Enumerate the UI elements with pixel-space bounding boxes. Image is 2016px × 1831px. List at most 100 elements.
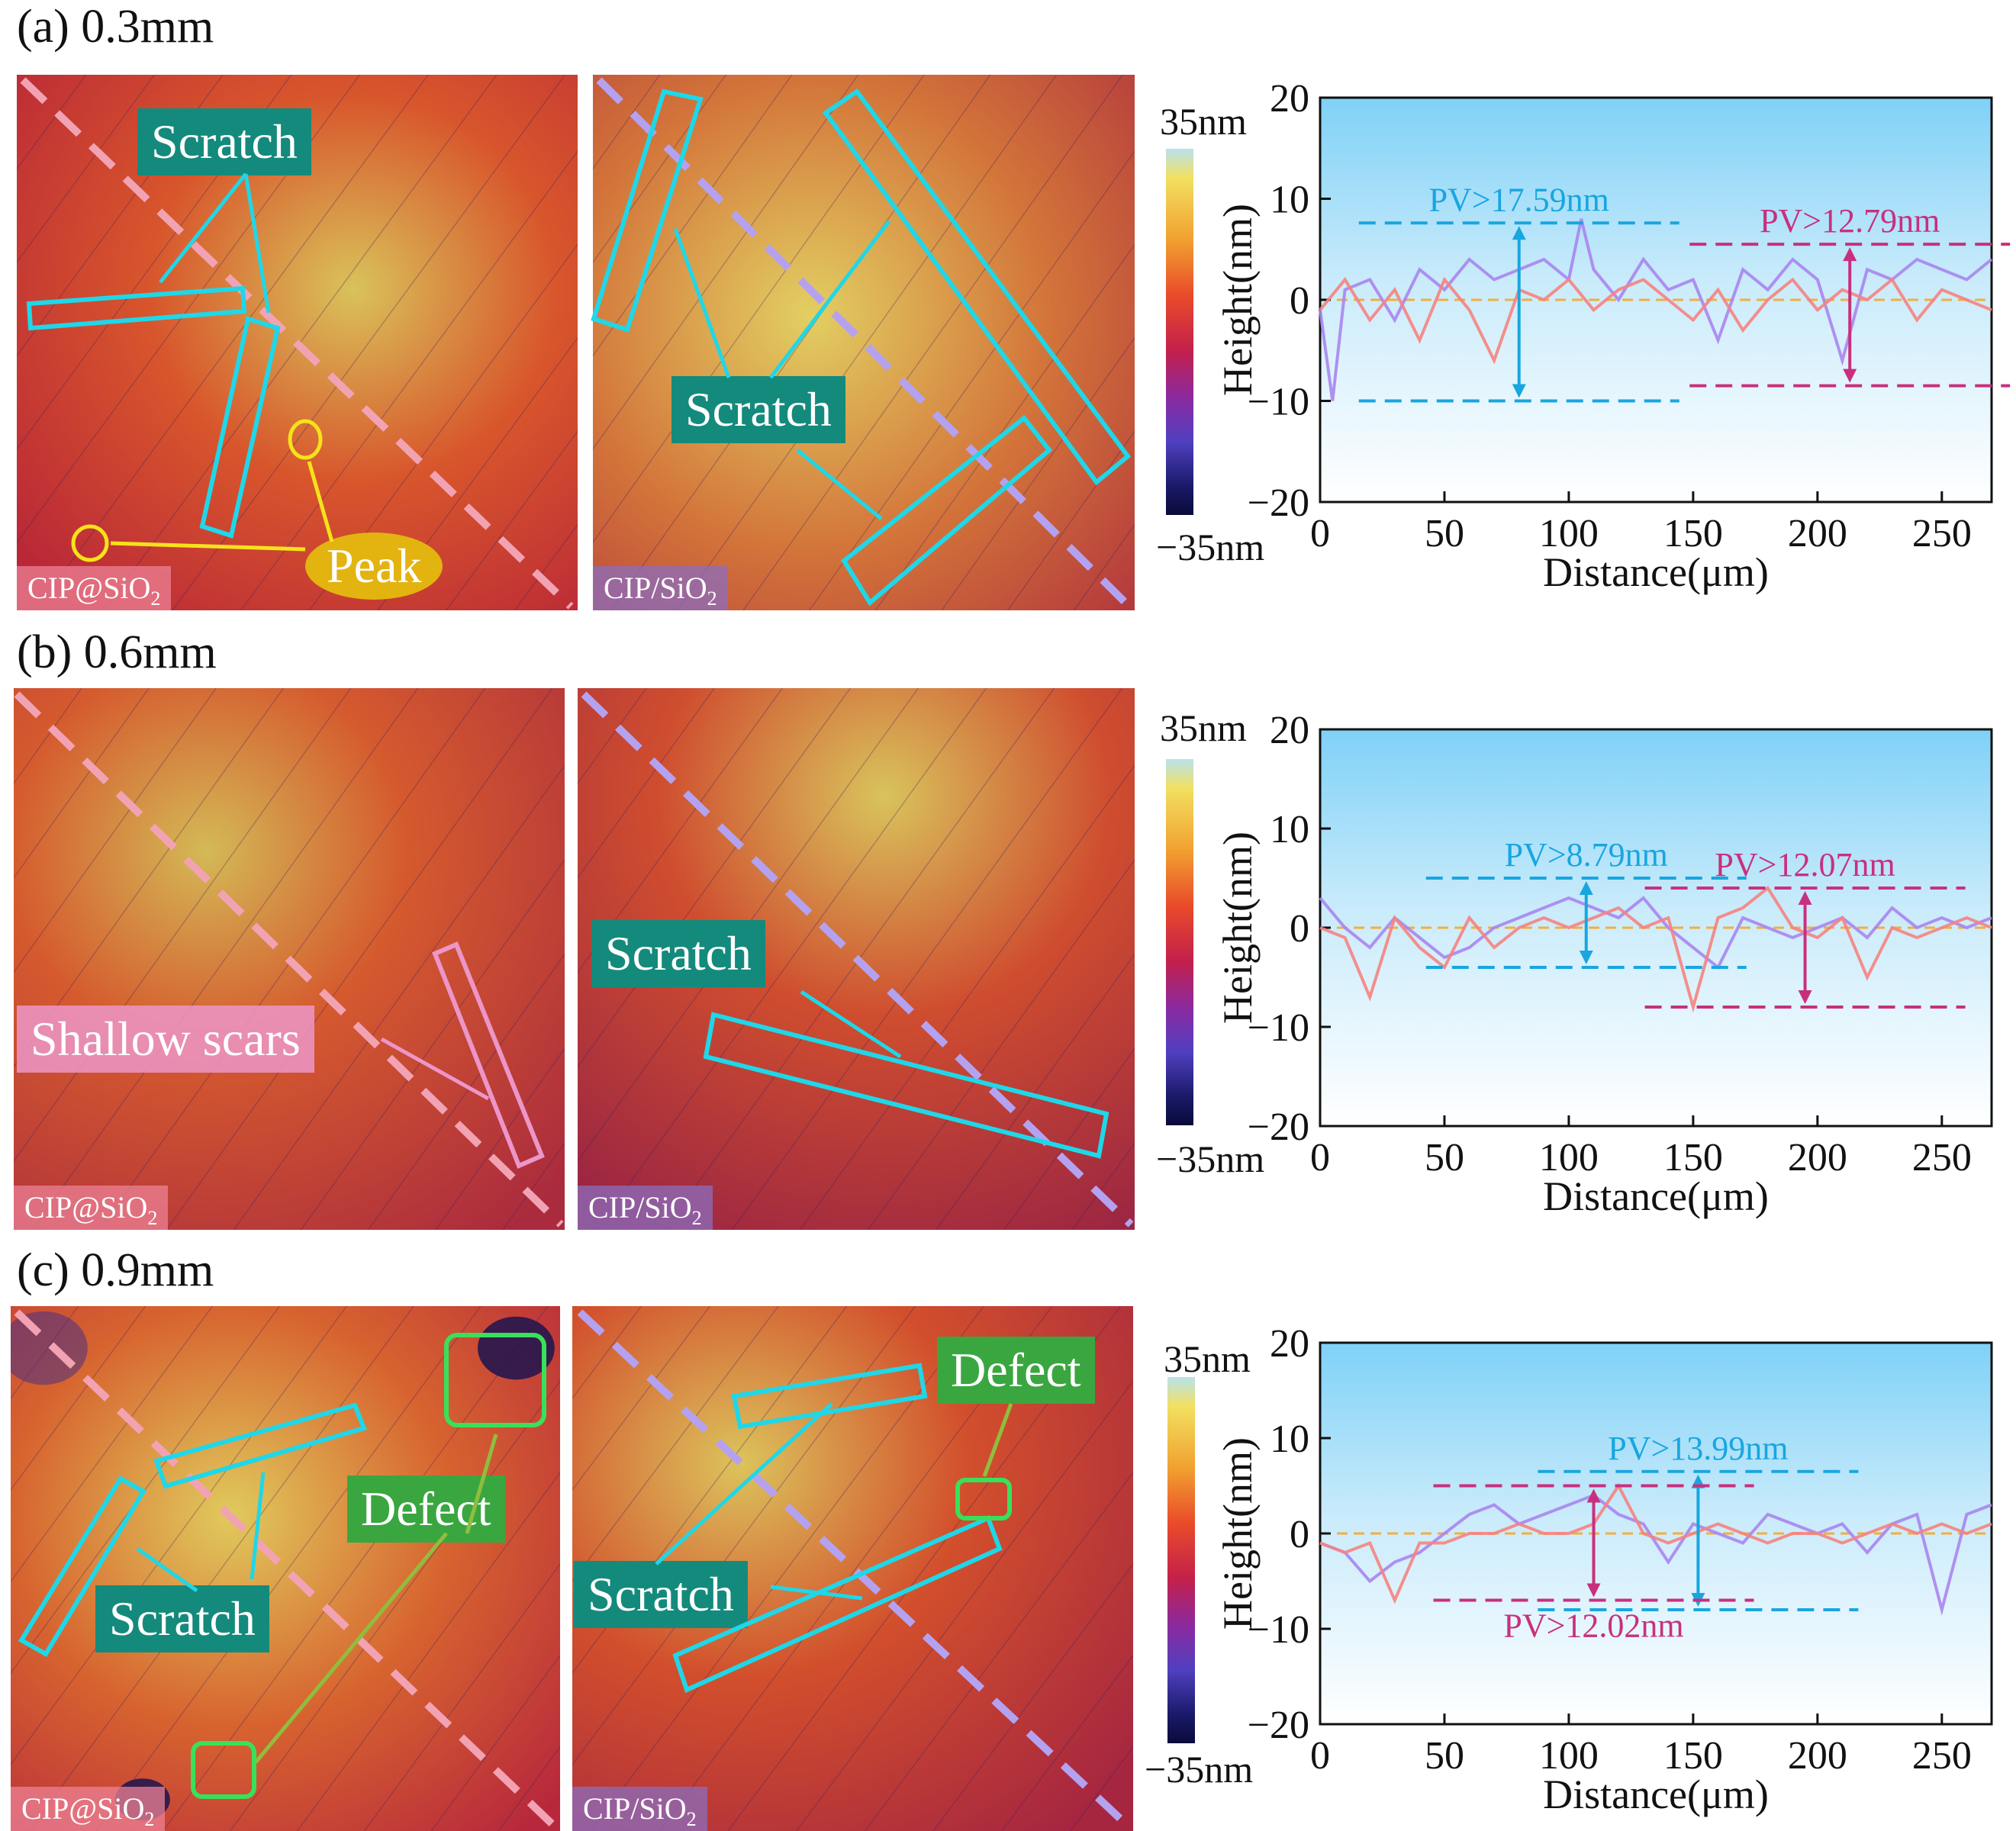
pv-label: PV>12.02nm [1503, 1607, 1683, 1645]
y-tick-label: 10 [1270, 179, 1309, 222]
series-line-cipsio2 [1319, 896, 1992, 970]
sample-tag-cip-at-sio2: CIP@SiO2 [11, 1787, 166, 1831]
x-axis-label: Distance(μm) [1543, 1173, 1769, 1219]
y-tick-label: 20 [1270, 709, 1309, 752]
x-tick-label: 0 [1310, 512, 1330, 555]
y-tick-label: 20 [1270, 77, 1309, 121]
pv-label: PV>12.07nm [1715, 846, 1895, 883]
y-axis-label: Height(nm) [1215, 204, 1261, 396]
panel-b-title: (b) 0.6mm [17, 626, 217, 678]
pv-arrowhead [1586, 1488, 1601, 1503]
panel-c-title: (c) 0.9mm [17, 1244, 214, 1296]
pv-arrowhead [1579, 881, 1593, 895]
pv-arrowhead [1579, 951, 1593, 964]
height-profile-chart-c: 20 10 0 −10 −20 0 50 100 150 200 250 Distance(μm) He… [1206, 1312, 2016, 1831]
sample-tag-cip-slash-sio2: CIP/SiO2 [593, 566, 728, 610]
y-tick-label: −20 [1248, 1704, 1309, 1747]
pv-arrowhead [1843, 368, 1857, 383]
pv-label: PV>17.59nm [1429, 181, 1609, 218]
x-tick-label: 100 [1539, 512, 1599, 555]
x-tick-label: 200 [1788, 1136, 1847, 1179]
y-tick-label: −20 [1248, 1105, 1309, 1149]
y-tick-label: −20 [1248, 481, 1309, 525]
y-axis-label: Height(nm) [1215, 1437, 1261, 1630]
x-axis-label: Distance(μm) [1543, 1771, 1769, 1817]
colorbar-gradient [1166, 759, 1193, 1125]
y-axis-label: Height(nm) [1215, 832, 1261, 1024]
height-profile-chart-a: 20 10 0 −10 −20 0 50 100 150 200 250 Distance(μm) He… [1206, 76, 2016, 603]
series-line-cipsio2 [1319, 1482, 1992, 1604]
height-profile-chart-b: 20 10 0 −10 −20 0 50 100 150 200 250 Distance(μm) He… [1206, 702, 2016, 1236]
pv-arrowhead [1512, 384, 1526, 398]
y-tick-label: 10 [1270, 1417, 1309, 1461]
scratch-label: Scratch [671, 376, 845, 443]
y-tick-label: 0 [1290, 279, 1309, 323]
pv-label: PV>8.79nm [1505, 836, 1668, 874]
afm-texture [11, 1306, 560, 1831]
x-axis-label: Distance(μm) [1543, 549, 1769, 595]
y-tick-label: −10 [1248, 381, 1309, 424]
pv-arrowhead [1512, 226, 1526, 240]
colorbar-max-label: 35nm [1160, 100, 1247, 143]
defect-label: Defect [937, 1337, 1095, 1404]
x-tick-label: 250 [1912, 1734, 1972, 1778]
x-tick-label: 250 [1912, 512, 1972, 555]
colorbar [1166, 149, 1193, 515]
x-tick-label: 150 [1663, 512, 1723, 555]
y-tick-label: 10 [1270, 808, 1309, 851]
sample-tag-cip-at-sio2: CIP@SiO2 [17, 566, 172, 610]
pv-arrowhead [1843, 247, 1857, 262]
afm-texture [14, 688, 565, 1230]
x-tick-label: 200 [1788, 1734, 1847, 1778]
colorbar-gradient [1167, 1377, 1195, 1743]
scratch-label: Scratch [95, 1585, 269, 1652]
sample-tag-cip-slash-sio2: CIP/SiO2 [572, 1787, 707, 1831]
y-tick-label: −10 [1248, 1608, 1309, 1652]
panel-a-right-afm-map: CIP/SiO2 [593, 75, 1135, 610]
scratch-label: Scratch [137, 108, 311, 175]
pv-label: PV>13.99nm [1608, 1430, 1788, 1467]
x-tick-label: 150 [1663, 1136, 1723, 1179]
colorbar [1166, 759, 1193, 1125]
x-tick-label: 250 [1912, 1136, 1972, 1179]
colorbar [1167, 1377, 1195, 1743]
colorbar-gradient [1166, 149, 1193, 515]
x-tick-label: 100 [1539, 1734, 1599, 1778]
x-tick-label: 0 [1310, 1136, 1330, 1179]
defect-label: Defect [347, 1475, 505, 1543]
panel-a-title: (a) 0.3mm [17, 1, 214, 53]
x-tick-label: 0 [1310, 1734, 1330, 1778]
colorbar-max-label: 35nm [1160, 706, 1247, 749]
x-tick-label: 200 [1788, 512, 1847, 555]
scratch-label: Scratch [574, 1561, 748, 1628]
sample-tag-cip-at-sio2: CIP@SiO2 [14, 1186, 169, 1230]
y-tick-label: 0 [1290, 1513, 1309, 1556]
colorbar-min-label: −35nm [1156, 526, 1265, 568]
y-tick-label: 20 [1270, 1322, 1309, 1366]
x-tick-label: 50 [1425, 1734, 1464, 1778]
scratch-label: Scratch [591, 920, 765, 987]
colorbar-min-label: −35nm [1145, 1748, 1254, 1791]
sample-tag-cip-slash-sio2: CIP/SiO2 [578, 1186, 713, 1230]
pv-arrowhead [1798, 990, 1812, 1004]
shallow-scars-label: Shallow scars [17, 1006, 314, 1073]
x-tick-label: 50 [1425, 512, 1464, 555]
series-line-cipsio2 [1319, 218, 1993, 401]
pv-arrowhead [1586, 1583, 1601, 1598]
panel-c-left-afm-map: CIP@SiO2 [11, 1306, 560, 1831]
series-line-cipsio2 [1319, 886, 1992, 1013]
x-tick-label: 150 [1663, 1734, 1723, 1778]
colorbar-min-label: −35nm [1156, 1138, 1265, 1180]
panel-b-left-afm-map: CIP@SiO2 [14, 688, 565, 1230]
y-tick-label: −10 [1248, 1006, 1309, 1050]
afm-texture [593, 75, 1135, 610]
pv-arrowhead [1798, 891, 1812, 905]
x-tick-label: 50 [1425, 1136, 1464, 1179]
peak-label: Peak [305, 533, 443, 600]
series-line-cipsio2 [1319, 276, 1992, 365]
pv-label: PV>12.79nm [1760, 202, 1940, 240]
